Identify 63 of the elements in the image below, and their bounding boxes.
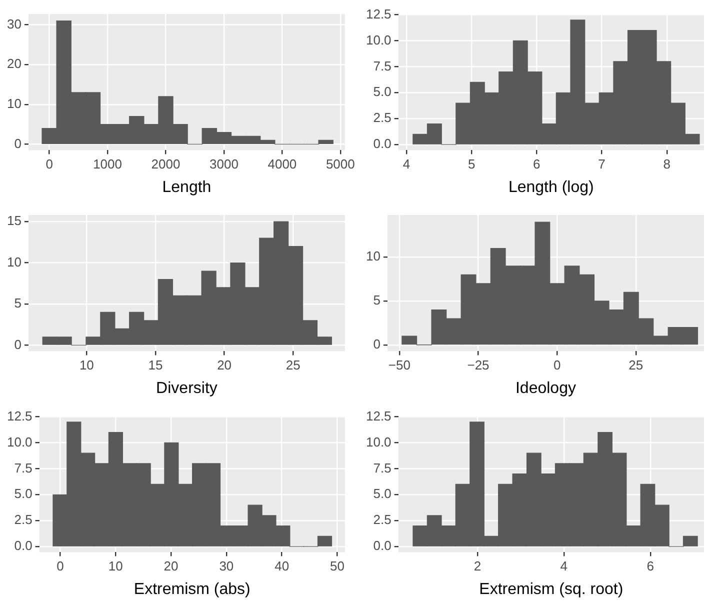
y-tick-label: 12.5	[6, 408, 32, 424]
y-tick-label: 12.5	[366, 408, 392, 424]
x-tick-label: 4000	[268, 156, 297, 172]
x-tick-label: 4	[402, 156, 410, 172]
x-tick-label: 10	[108, 558, 123, 574]
y-tick-label: 12.5	[366, 6, 392, 22]
y-tick-label: 5	[373, 292, 380, 308]
x-tick-label: 15	[148, 358, 163, 373]
x-tick-label: 4	[560, 558, 568, 574]
x-tick-label: 1000	[93, 156, 122, 172]
y-tick-label: 5.0	[373, 84, 392, 100]
x-tick-label: 6	[646, 558, 654, 574]
y-tick-label: 10.0	[366, 32, 392, 48]
x-tick-label: 25	[286, 358, 300, 373]
y-tick-label: 7.5	[373, 58, 392, 74]
x-tick-label: −50	[388, 358, 410, 373]
y-tick-label: 20	[6, 56, 22, 72]
x-axis-title: Length	[162, 178, 212, 196]
y-tick-label: 0	[14, 336, 22, 352]
x-tick-label: 5	[468, 156, 476, 172]
x-axis-title: Ideology	[515, 380, 576, 397]
y-tick-label: 15	[6, 213, 22, 228]
x-tick-label: 6	[533, 156, 540, 172]
y-tick-label: 10	[6, 254, 22, 270]
y-tick-label: 0.0	[373, 538, 392, 554]
x-axis-title: Extremism (abs)	[134, 580, 250, 598]
x-tick-label: 0	[553, 358, 561, 373]
y-tick-label: 10.0	[6, 434, 32, 450]
x-tick-label: 40	[274, 558, 290, 574]
y-tick-label: 2.5	[14, 512, 32, 528]
y-tick-label: 10	[6, 96, 22, 111]
y-tick-label: 5	[14, 296, 22, 311]
x-tick-label: −25	[467, 358, 490, 373]
y-tick-label: 5.0	[373, 486, 392, 502]
y-tick-label: 7.5	[14, 460, 32, 476]
x-tick-label: 0	[46, 156, 53, 172]
x-tick-label: 2	[474, 558, 482, 574]
x-axis-title: Diversity	[156, 380, 218, 397]
y-tick-label: 2.5	[373, 512, 392, 528]
x-tick-label: 10	[79, 358, 94, 373]
y-tick-label: 0	[373, 336, 380, 352]
x-tick-label: 2000	[151, 156, 180, 172]
x-tick-label: 20	[164, 558, 178, 574]
y-tick-label: 30	[6, 16, 22, 32]
x-tick-label: 7	[598, 156, 606, 172]
x-tick-label: 20	[217, 358, 232, 373]
y-tick-label: 7.5	[373, 460, 392, 476]
y-tick-label: 0.0	[373, 136, 392, 152]
x-axis-title: Length (log)	[508, 178, 594, 196]
x-tick-label: 3000	[210, 156, 238, 172]
y-tick-label: 0.0	[14, 538, 32, 554]
y-tick-label: 10	[366, 248, 380, 264]
x-tick-label: 25	[628, 358, 644, 373]
x-tick-label: 8	[663, 156, 671, 172]
x-tick-label: 5000	[326, 156, 355, 172]
x-tick-label: 30	[219, 558, 234, 574]
y-tick-label: 10.0	[366, 434, 392, 450]
x-tick-label: 50	[330, 558, 344, 574]
y-tick-label: 5.0	[14, 486, 32, 502]
y-tick-label: 2.5	[373, 110, 392, 126]
x-axis-title: Extremism (sq. root)	[479, 580, 624, 598]
y-tick-label: 0	[14, 136, 22, 151]
x-tick-label: 0	[56, 558, 64, 574]
